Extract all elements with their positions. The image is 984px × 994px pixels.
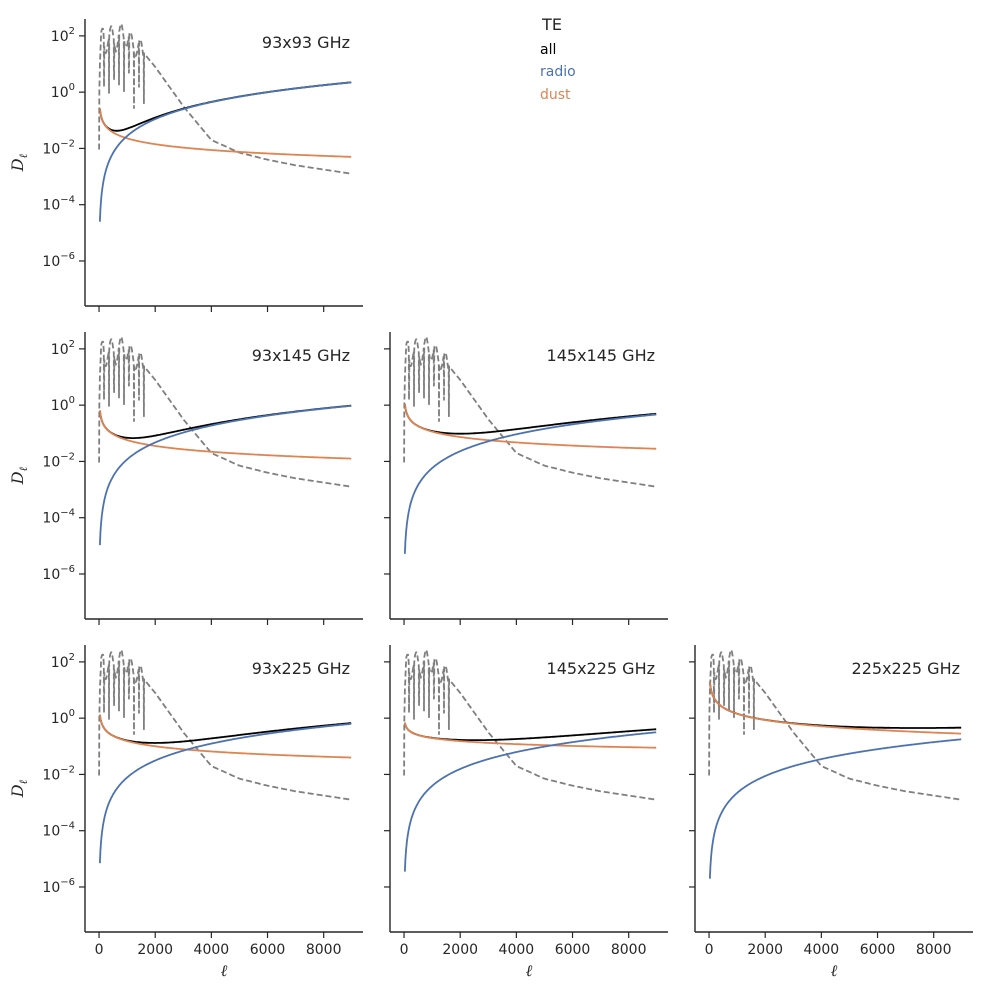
y-tick-label: 10−4 — [42, 508, 75, 527]
cmb-te-series — [708, 649, 962, 801]
all-series — [404, 722, 657, 741]
x-tick-label: 0 — [95, 942, 104, 958]
plot-area — [708, 649, 962, 879]
x-tick-label: 4000 — [499, 942, 535, 958]
y-tick-label: 10−6 — [42, 564, 75, 583]
panel-title: 225x225 GHz — [852, 659, 960, 678]
y-tick-label: 10−2 — [42, 138, 75, 157]
radio-series — [99, 404, 352, 546]
radio-series — [99, 722, 352, 864]
y-tick-label: 10−2 — [42, 764, 75, 783]
x-tick-label: 4000 — [804, 942, 840, 958]
y-tick-label: 100 — [51, 82, 75, 101]
y-tick-label: 10−6 — [42, 877, 75, 896]
x-tick-label: 0 — [705, 942, 714, 958]
x-tick-label: 6000 — [250, 942, 286, 958]
panel-title: 93x225 GHz — [252, 659, 350, 678]
dust-series — [404, 722, 657, 749]
y-tick-label: 10−6 — [42, 251, 75, 270]
x-tick-label: 2000 — [442, 942, 478, 958]
all-series — [709, 681, 962, 729]
y-axis-label: Dℓ — [8, 153, 30, 172]
x-tick-label: 8000 — [306, 942, 342, 958]
plot-area — [403, 336, 657, 554]
radio-series — [404, 731, 657, 872]
radio-series — [404, 413, 657, 554]
x-tick-label: 2000 — [137, 942, 173, 958]
y-tick-label: 10−4 — [42, 821, 75, 840]
panel-title: 93x93 GHz — [262, 33, 350, 52]
dust-series — [404, 404, 657, 450]
y-tick-label: 102 — [51, 26, 75, 45]
legend-entry-all: all — [540, 42, 556, 58]
y-tick-label: 100 — [51, 708, 75, 727]
panel-title: 145x225 GHz — [547, 659, 655, 678]
y-tick-label: 102 — [51, 652, 75, 671]
panel-93x145-ghz: 10−6 10−4 10−2 100 102 Dℓ 93x145 GHz — [8, 332, 363, 625]
radio-series — [709, 738, 962, 879]
legend: TE all radio dust — [540, 15, 576, 103]
all-series — [99, 714, 352, 744]
y-axis-label: Dℓ — [8, 779, 30, 798]
plot-area — [403, 649, 657, 872]
x-axis-label: ℓ — [831, 961, 838, 980]
x-tick-label: 6000 — [860, 942, 896, 958]
panel-title: 93x145 GHz — [252, 346, 350, 365]
radio-series — [99, 81, 352, 222]
dust-series — [99, 410, 352, 460]
cmb-te-series — [403, 336, 657, 488]
panel-93x225-ghz: 10−6 10−4 10−2 100 102 0 2000 4000 6000 8000 ℓ Dℓ 93… — [8, 645, 363, 980]
legend-entry-radio: radio — [540, 64, 576, 80]
dust-series — [709, 681, 962, 735]
plot-area — [98, 23, 352, 222]
cmb-te-series — [98, 23, 352, 175]
cmb-te-series — [98, 336, 352, 488]
y-tick-label: 10−2 — [42, 451, 75, 470]
x-tick-label: 0 — [400, 942, 409, 958]
cmb-te-series — [98, 649, 352, 801]
x-axis-label: ℓ — [526, 961, 533, 980]
panel-title: 145x145 GHz — [547, 346, 655, 365]
y-tick-label: 100 — [51, 395, 75, 414]
panel-145x225-ghz: 0 2000 4000 6000 8000 ℓ 145x225 GHz — [384, 645, 668, 980]
y-tick-label: 102 — [51, 339, 75, 358]
x-tick-label: 2000 — [747, 942, 783, 958]
legend-title: TE — [541, 15, 562, 34]
x-axis-label: ℓ — [221, 961, 228, 980]
x-tick-label: 6000 — [555, 942, 591, 958]
x-tick-label: 8000 — [611, 942, 647, 958]
y-tick-label: 10−4 — [42, 195, 75, 214]
plot-area — [98, 336, 352, 546]
x-tick-label: 8000 — [916, 942, 952, 958]
dust-series — [99, 108, 352, 158]
legend-entry-dust: dust — [540, 87, 571, 103]
cmb-te-series — [403, 649, 657, 801]
panel-225x225-ghz: 0 2000 4000 6000 8000 ℓ 225x225 GHz — [689, 645, 973, 980]
all-series — [99, 81, 352, 132]
plot-area — [98, 649, 352, 864]
x-tick-label: 4000 — [194, 942, 230, 958]
panel-93x93-ghz: 10−6 10−4 10−2 100 102 Dℓ 93x93 GHz — [8, 19, 363, 312]
dust-series — [99, 714, 352, 759]
panel-145x145-ghz: 145x145 GHz — [384, 332, 668, 625]
y-axis-label: Dℓ — [8, 466, 30, 485]
